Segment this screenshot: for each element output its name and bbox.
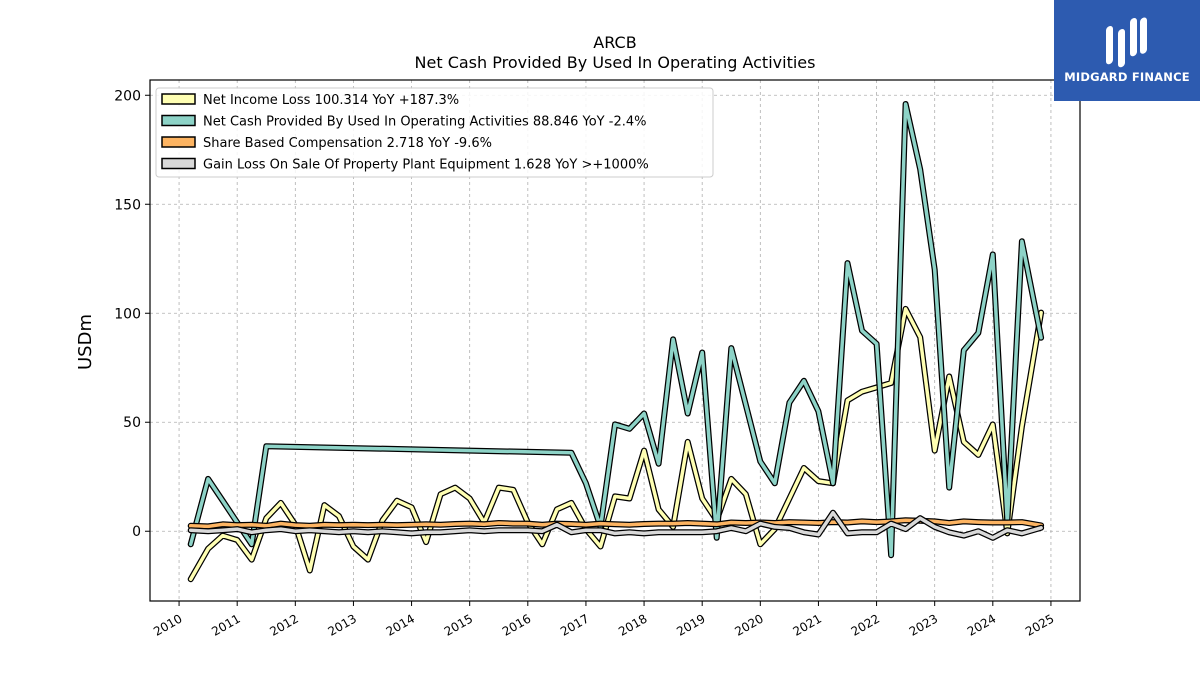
midgard-finance-logo: MIDGARD FINANCE bbox=[1054, 0, 1200, 101]
legend: Net Income Loss 100.314 YoY +187.3% Net C… bbox=[155, 87, 714, 178]
series-3 bbox=[187, 517, 1045, 530]
x-tick-label: 2012 bbox=[267, 611, 300, 638]
series-line bbox=[188, 102, 1043, 557]
logo-mark-icon bbox=[1106, 17, 1147, 68]
legend-label: Gain Loss On Sale Of Property Plant Equi… bbox=[203, 158, 649, 173]
x-tick-label: 2020 bbox=[732, 611, 765, 638]
x-tick-label: 2019 bbox=[674, 611, 707, 638]
x-tick-label: 2023 bbox=[907, 611, 940, 638]
x-tick-label: 2016 bbox=[500, 611, 533, 638]
series-line bbox=[188, 518, 1043, 529]
y-axis-label: USDm bbox=[75, 314, 96, 370]
y-tick-label: 50 bbox=[123, 415, 141, 431]
plot-frame bbox=[149, 79, 1081, 602]
series-2 bbox=[187, 101, 1045, 559]
legend-label: Net Cash Provided By Used In Operating A… bbox=[203, 115, 646, 130]
legend-label: Share Based Compensation 2.718 YoY -9.6% bbox=[203, 136, 492, 151]
legend-swatch bbox=[161, 93, 196, 105]
x-tick-label: 2013 bbox=[325, 611, 358, 638]
chart-title: ARCB bbox=[593, 33, 636, 52]
x-tick-label: 2021 bbox=[790, 611, 823, 638]
x-tick-label: 2024 bbox=[965, 611, 998, 638]
y-tick-label: 0 bbox=[132, 524, 141, 540]
x-tick-label: 2017 bbox=[558, 611, 591, 638]
x-tick-label: 2015 bbox=[442, 611, 475, 638]
x-tick-label: 2014 bbox=[384, 611, 417, 638]
x-tick-label: 2022 bbox=[849, 611, 882, 638]
legend-label: Net Income Loss 100.314 YoY +187.3% bbox=[203, 93, 459, 108]
legend-swatch bbox=[161, 157, 196, 170]
series-4 bbox=[187, 509, 1045, 541]
series-1 bbox=[187, 305, 1045, 583]
legend-swatch bbox=[161, 136, 196, 148]
series-line bbox=[188, 510, 1043, 540]
legend-box bbox=[155, 87, 714, 178]
series-line bbox=[188, 307, 1043, 581]
legend-swatch bbox=[161, 114, 196, 127]
x-tick-label: 2011 bbox=[209, 611, 242, 638]
series-lines bbox=[187, 101, 1045, 583]
x-tick-label: 2018 bbox=[616, 611, 649, 638]
logo-wordmark: MIDGARD FINANCE bbox=[1064, 70, 1190, 84]
y-tick-label: 200 bbox=[114, 88, 141, 104]
chart-subtitle: Net Cash Provided By Used In Operating A… bbox=[415, 53, 816, 72]
x-tick-label: 2025 bbox=[1023, 611, 1056, 638]
x-tick-label: 2010 bbox=[151, 611, 184, 638]
y-tick-label: 100 bbox=[114, 306, 141, 322]
y-tick-label: 150 bbox=[114, 197, 141, 213]
